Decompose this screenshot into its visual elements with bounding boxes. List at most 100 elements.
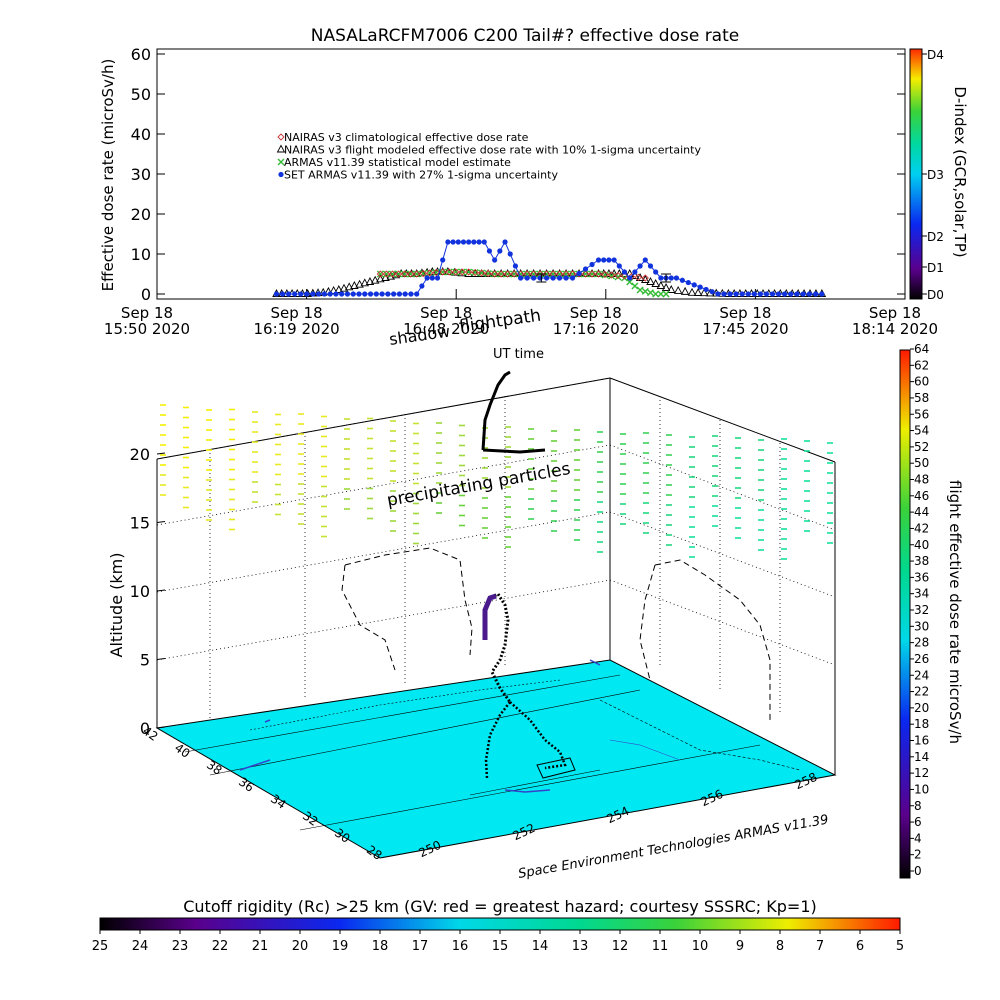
data-point: [658, 275, 664, 281]
data-point: [588, 270, 596, 278]
data-point: [715, 291, 721, 297]
y-tick-label: 40: [131, 125, 151, 144]
data-point: [651, 279, 660, 287]
dindex-colorbar: [909, 48, 923, 300]
x-tick-label-date: Sep 18: [719, 304, 771, 322]
data-point: [524, 275, 530, 281]
dindex-colorbar-labels: D0 D1 D2 D3 D4: [922, 48, 944, 302]
data-point: [382, 270, 391, 278]
x-tick-label-time: 18:14 2020: [852, 320, 938, 338]
data-point: [440, 257, 446, 263]
back-wall-grid: [156, 377, 836, 718]
flightpath-high-segment: [481, 370, 546, 454]
data-point: [388, 270, 397, 278]
data-point: [813, 291, 819, 297]
y-tick-label: 10: [131, 245, 151, 264]
rc-label: 11: [652, 939, 669, 954]
data-point: [481, 239, 487, 245]
data-point: [503, 270, 512, 278]
z-tick-label: 0: [140, 719, 150, 738]
data-point: [582, 266, 589, 272]
rc-label: 7: [816, 939, 824, 954]
data-point: [292, 291, 298, 297]
data-point: [727, 291, 733, 297]
rc-label: 25: [92, 939, 109, 954]
z-tick-label: 20: [130, 445, 150, 464]
data-point: [455, 239, 461, 245]
data-point: [466, 239, 472, 245]
dose-label: 36: [914, 570, 929, 584]
z-axis-label: Altitude (km): [107, 553, 126, 658]
data-point: [413, 270, 421, 278]
data-point: [414, 291, 420, 297]
z-tick-mark: [156, 658, 166, 660]
data-point: [601, 270, 609, 279]
data-point: [621, 269, 628, 275]
dose-label: 34: [914, 587, 929, 601]
data-point: [407, 270, 415, 278]
data-point: [327, 291, 333, 297]
data-point: [376, 270, 384, 278]
data-point: [530, 270, 538, 278]
data-point: [563, 275, 569, 281]
error-bar: [661, 273, 672, 283]
data-point: [339, 283, 349, 292]
data-point: [413, 270, 421, 278]
data-point: [310, 291, 316, 297]
dose-label: 60: [914, 375, 929, 389]
data-point: [769, 291, 776, 297]
data-point: [419, 283, 425, 289]
data-point: [512, 263, 519, 269]
dose-label: 0: [914, 864, 922, 878]
data-point: [492, 257, 498, 263]
data-point: [673, 285, 683, 294]
rc-label: 12: [612, 939, 629, 954]
rc-label: 21: [252, 939, 269, 954]
data-point: [581, 270, 590, 278]
flightpath-mid-segment: [483, 592, 512, 703]
data-point: [652, 290, 660, 298]
dindex-label: D4: [927, 48, 944, 62]
dindex-colorbar-title: D-index (GCR,solar,TP): [951, 86, 969, 257]
data-point: [745, 291, 751, 297]
data-point: [699, 288, 709, 297]
data-point: [631, 282, 639, 290]
data-point: [401, 270, 409, 278]
dose-label: 28: [914, 636, 929, 650]
rc-label: 20: [292, 939, 309, 954]
data-point: [491, 270, 499, 278]
annotation-precipitating-particles: precipitating particles: [385, 459, 572, 511]
data-point: [476, 239, 482, 245]
dose-label: 22: [914, 685, 929, 699]
dose-label: 38: [914, 554, 929, 568]
data-point: [588, 270, 596, 278]
data-point: [376, 274, 385, 283]
data-point: [637, 263, 643, 269]
legend-entry: SET ARMAS v11.39 with 27% 1-sigma uncert…: [278, 169, 558, 182]
data-point: [277, 158, 285, 166]
rc-label: 10: [692, 939, 709, 954]
data-point: [385, 291, 391, 297]
x-tick-label-date: Sep 18: [420, 304, 472, 322]
data-point: [636, 286, 644, 294]
z-tick-label: 10: [130, 582, 150, 601]
data-point: [450, 239, 456, 245]
dose-label: 6: [914, 815, 922, 829]
data-point: [641, 274, 649, 282]
data-point: [356, 291, 362, 297]
data-point: [279, 291, 286, 297]
dose-label: 20: [914, 701, 929, 715]
rc-label: 8: [776, 939, 784, 954]
dose-label: 14: [914, 750, 929, 764]
data-point: [687, 287, 697, 296]
data-point: [616, 263, 622, 269]
data-point: [666, 285, 676, 293]
data-point: [277, 133, 285, 141]
series-layer: [272, 239, 827, 298]
dose-label: 26: [914, 652, 929, 666]
x-tick-label-time: 17:16 2020: [553, 320, 639, 338]
dose-rate-chart: NASALaRCFM7006 C200 Tail#? effective dos…: [99, 26, 969, 338]
